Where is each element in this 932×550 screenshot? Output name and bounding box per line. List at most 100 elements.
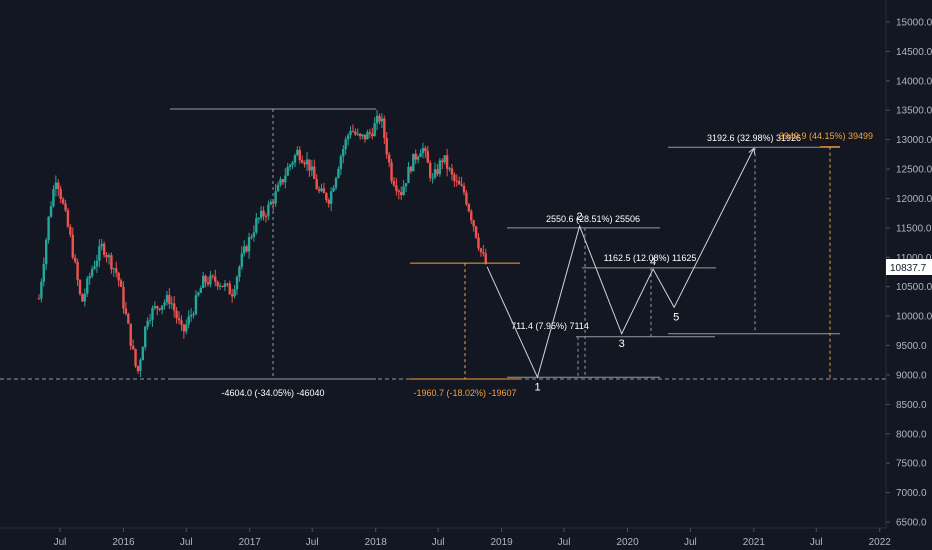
candle-body [182,324,186,332]
candle-body [293,155,297,163]
x-tick-label: 2016 [112,537,135,548]
candle-body [146,320,149,327]
candle-body [317,189,321,192]
candle-body [400,192,403,196]
candle-body [409,166,413,172]
y-tick-label: 6500.0 [896,518,927,529]
y-tick-label: 7000.0 [896,488,927,499]
candle-body [173,303,176,311]
candle-body [356,133,359,135]
candle-body [298,149,301,161]
candle-body [247,237,251,252]
y-tick-label: 8500.0 [896,400,927,411]
candle-body [320,188,323,192]
measure-label: -4604.0 (-34.05%) -46040 [221,388,324,398]
candle-body [136,365,140,372]
candle-body [141,347,145,361]
x-tick-label: Jul [432,537,445,548]
candle-body [472,220,475,227]
candle-body [395,185,398,191]
x-tick-label: Jul [558,537,571,548]
candle-body [414,153,417,160]
candle-body [59,189,62,199]
candle-body [262,210,265,217]
x-tick-label: 2019 [490,537,513,548]
candle-body [199,288,202,293]
candle-body [57,182,60,190]
candle-body [276,184,280,192]
x-tick-label: Jul [180,537,193,548]
candles-layer [37,109,487,378]
candle-body [86,278,89,294]
candle-body [438,160,442,175]
candle-body [252,232,256,237]
candle-body [412,153,415,172]
candle-body [160,305,164,310]
candle-body [390,162,393,181]
candle-body [477,237,480,249]
y-tick-label: 12000.0 [896,194,932,205]
candle-body [378,115,381,122]
candle-body [267,204,270,217]
candle-body [416,156,420,160]
candle-body [342,148,345,157]
candle-body [115,268,118,273]
candle-body [436,169,439,175]
candle-body [238,266,241,277]
candle-body [206,282,210,285]
candle-body [47,216,50,240]
candle-body [93,266,96,269]
candle-body [187,316,190,325]
x-tick-label: 2022 [869,537,892,548]
candle-body [54,182,58,190]
candle-body [325,193,328,201]
candle-body [366,132,369,140]
candle-body [322,188,326,194]
candle-body [455,180,458,182]
wave-path [486,148,755,379]
candle-body [230,294,234,297]
candle-body [90,268,94,277]
y-tick-label: 9500.0 [896,341,927,352]
candle-body [192,314,195,316]
candle-body [250,236,253,238]
candle-body [288,164,292,167]
wave-projection: 1 2 3 4 5 [486,147,756,393]
candle-body [240,253,244,267]
candle-body [110,255,113,270]
candle-body [433,169,437,178]
candle-body [368,132,372,134]
time-axis[interactable]: Jul 2016 Jul 2017 Jul 2018 Jul 2019 Jul 2020 Jul 20… [0,527,892,548]
candle-body [450,168,454,175]
candle-body [431,177,434,179]
y-tick-label: 10000.0 [896,312,932,323]
candle-body [392,180,396,186]
candle-body [349,131,352,136]
candle-body [327,200,330,204]
candle-body [441,160,444,163]
candle-body [211,275,215,277]
candle-body [218,285,222,287]
candle-body [221,285,224,287]
candle-body [226,283,229,285]
y-tick-label: 10500.0 [896,282,932,293]
candle-body [375,115,379,124]
candle-body [337,168,340,178]
candle-body [313,166,316,179]
candle-body [71,234,74,258]
candle-body [453,174,456,181]
candle-body [98,246,101,261]
candle-body [371,133,374,137]
candle-body [272,201,275,204]
candle-body [462,185,466,193]
candle-body [421,148,425,154]
y-tick-label: 9000.0 [896,370,927,381]
candle-body [201,275,205,289]
candle-body [443,155,446,163]
measure-label: 711.4 (7.95%) 7114 [511,321,589,331]
candle-body [373,123,376,137]
candle-body [66,210,70,227]
candle-body [474,226,478,238]
candle-body [479,248,483,253]
